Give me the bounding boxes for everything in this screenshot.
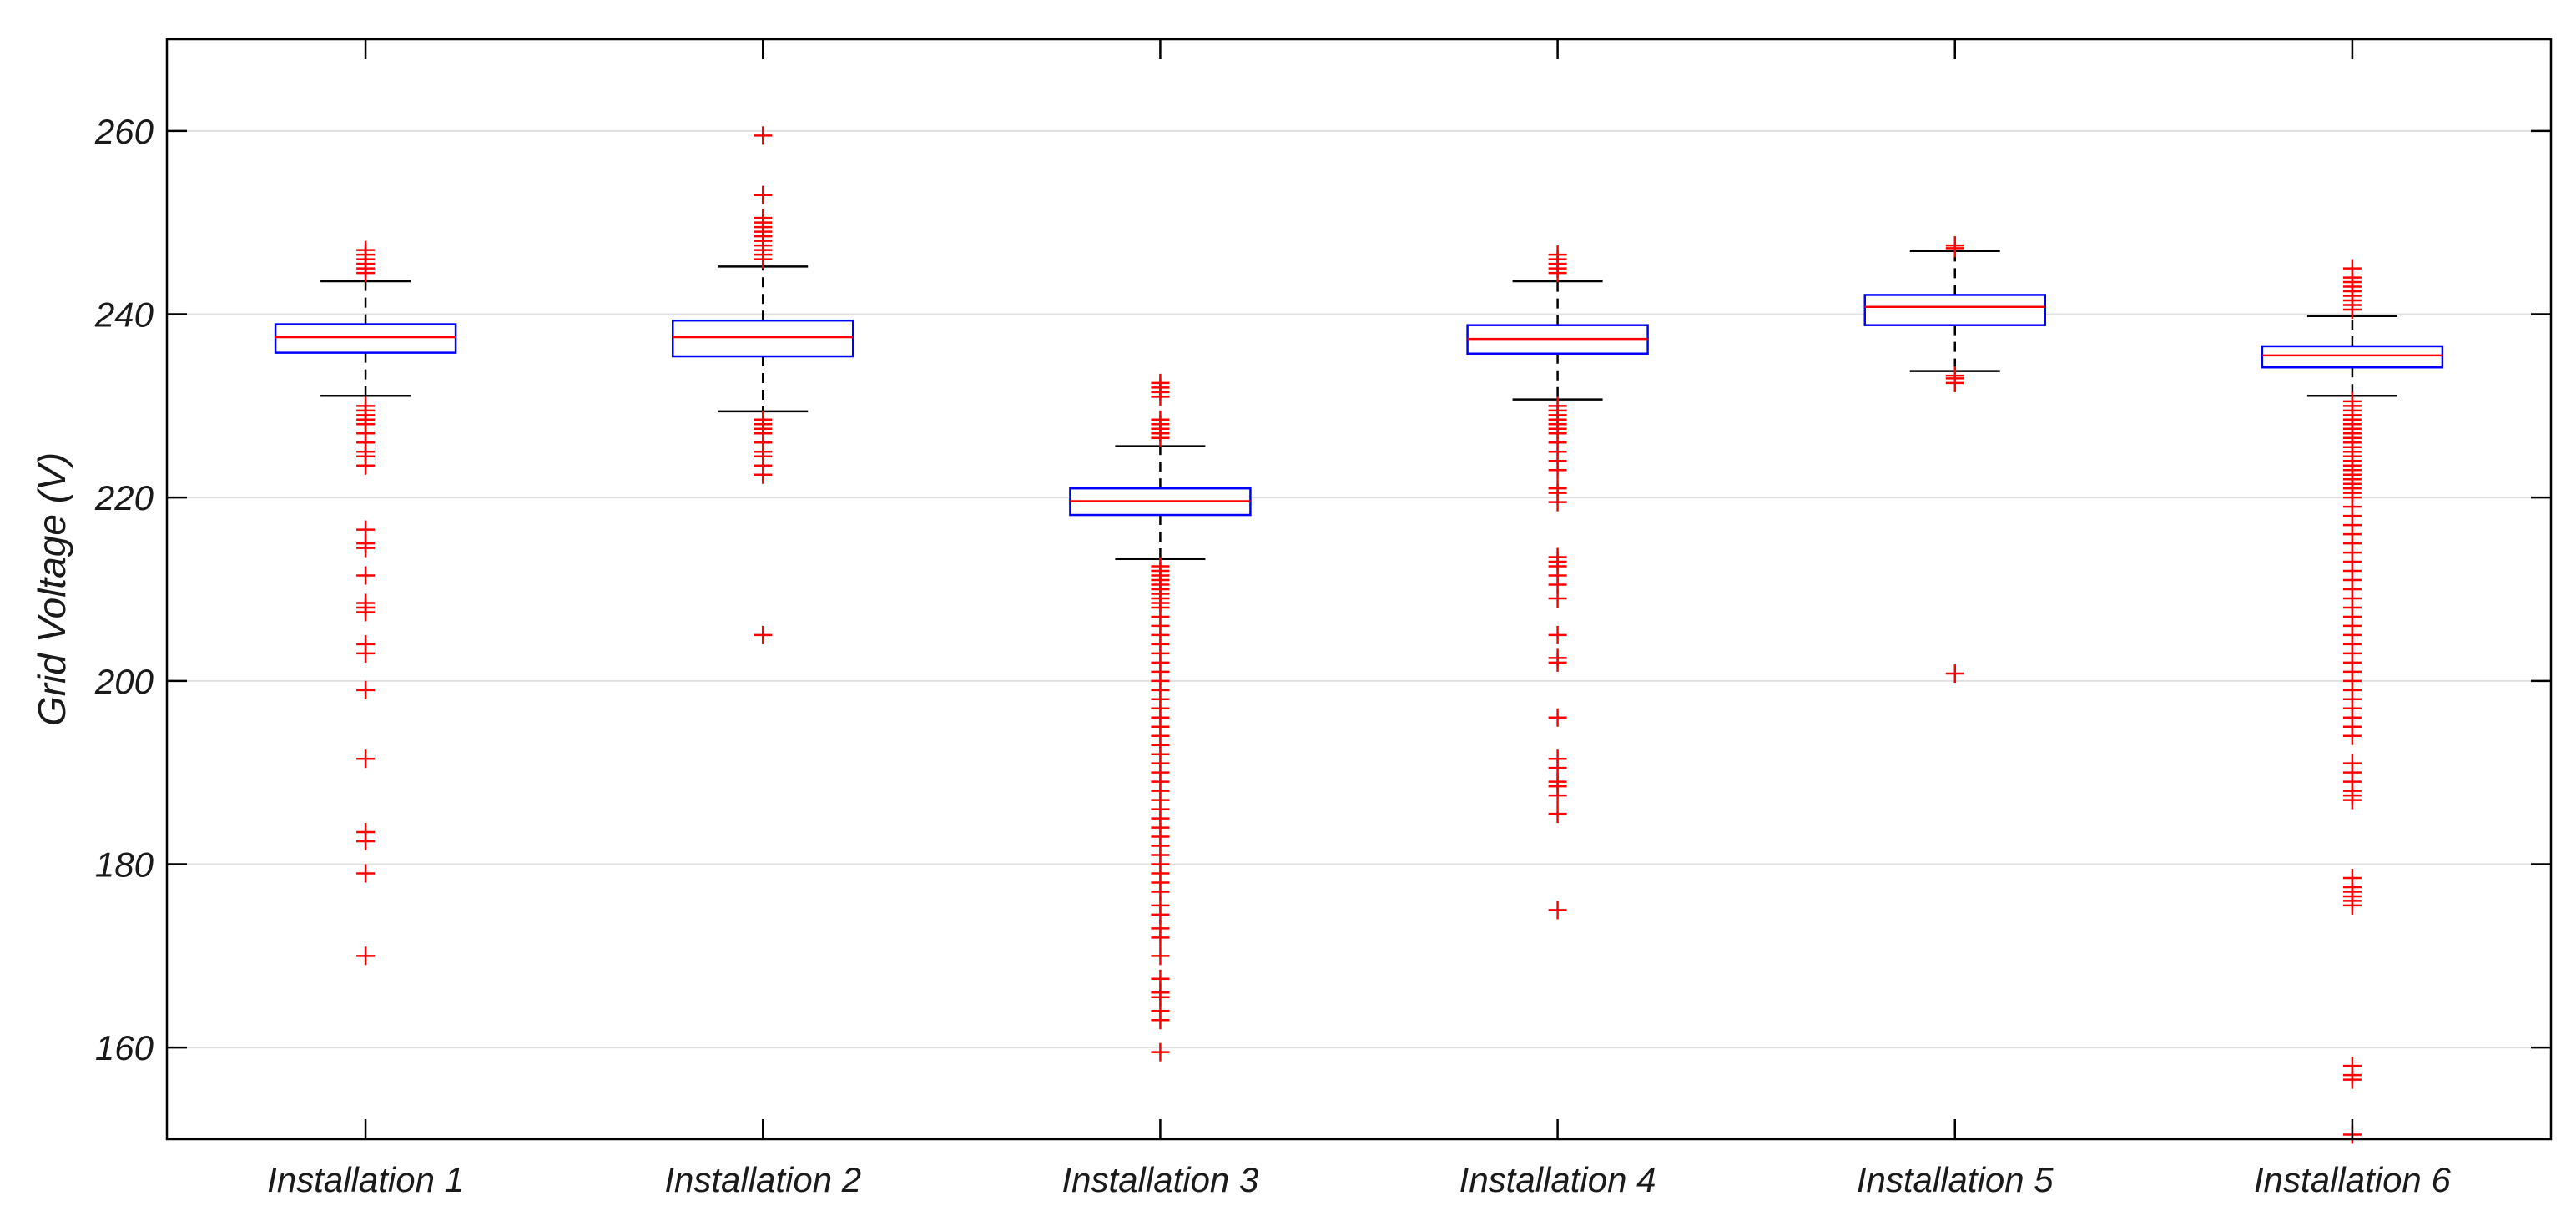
iqr-box: [274, 323, 457, 354]
x-tick-label: Installation 5: [1857, 1160, 2054, 1199]
outlier-point: [1945, 239, 1964, 258]
outlier-point: [1945, 664, 1964, 684]
outlier-point: [2342, 1070, 2362, 1089]
outlier-point: [754, 126, 773, 145]
box-group: [672, 126, 854, 644]
x-tick-label: Installation 6: [2254, 1160, 2451, 1199]
outlier-point: [1151, 428, 1170, 447]
outlier-point: [1548, 805, 1567, 824]
outlier-point: [356, 946, 376, 966]
outlier-point: [754, 625, 773, 644]
outlier-point: [754, 185, 773, 204]
iqr-box: [672, 319, 854, 358]
outlier-point: [1548, 461, 1567, 480]
outlier-point: [1151, 387, 1170, 406]
y-axis-title: Grid Voltage (V): [30, 452, 73, 726]
outlier-point: [2342, 300, 2362, 320]
outlier-point: [1945, 373, 1964, 392]
box-group: [1863, 236, 2046, 684]
y-tick-label: 180: [95, 845, 154, 885]
outlier-point: [1151, 1042, 1170, 1062]
y-tick-label: 240: [94, 295, 154, 335]
box-group: [1466, 245, 1649, 920]
box-group: [1069, 373, 1252, 1062]
outlier-point: [356, 264, 376, 283]
outlier-point: [356, 832, 376, 851]
outlier-point: [356, 749, 376, 769]
outlier-point: [356, 864, 376, 883]
x-tick-label: Installation 3: [1062, 1160, 1259, 1199]
outlier-point: [1548, 901, 1567, 920]
outlier-point: [356, 643, 376, 663]
grid-lines: [167, 129, 2551, 1049]
outlier-point: [1548, 653, 1567, 672]
outlier-point: [754, 465, 773, 484]
outlier-point: [1151, 928, 1170, 947]
outlier-point: [1548, 588, 1567, 608]
y-tick-label: 160: [95, 1028, 154, 1067]
outlier-point: [356, 456, 376, 475]
iqr-box: [2261, 345, 2444, 369]
y-tick-label: 260: [94, 112, 154, 151]
outlier-point: [1151, 946, 1170, 966]
y-tick-label: 220: [94, 478, 154, 517]
outlier-point: [1548, 264, 1567, 283]
outlier-point: [754, 250, 773, 269]
iqr-box: [1863, 294, 2046, 326]
outlier-point: [356, 566, 376, 585]
x-tick-label: Installation 2: [664, 1160, 861, 1199]
boxes-layer: [274, 126, 2444, 1144]
x-tick-label: Installation 4: [1459, 1160, 1656, 1199]
box-group: [2261, 259, 2444, 1144]
outlier-point: [1548, 492, 1567, 512]
plot-frame: [165, 38, 2553, 1141]
outlier-point: [356, 603, 376, 622]
y-tick-label: 200: [94, 662, 154, 701]
outlier-point: [2342, 726, 2362, 745]
x-tick-label: Installation 1: [267, 1160, 464, 1199]
outlier-point: [1548, 708, 1567, 727]
outlier-point: [356, 538, 376, 558]
box-group: [274, 240, 457, 966]
outlier-point: [356, 680, 376, 699]
outlier-point: [1151, 1011, 1170, 1030]
outlier-point: [2342, 790, 2362, 810]
outlier-point: [1548, 786, 1567, 805]
outlier-point: [1548, 625, 1567, 644]
outlier-point: [2342, 896, 2362, 915]
axis-ticks: 160 180 200 220 240 260 Installation 1 Installa…: [94, 39, 2551, 1199]
